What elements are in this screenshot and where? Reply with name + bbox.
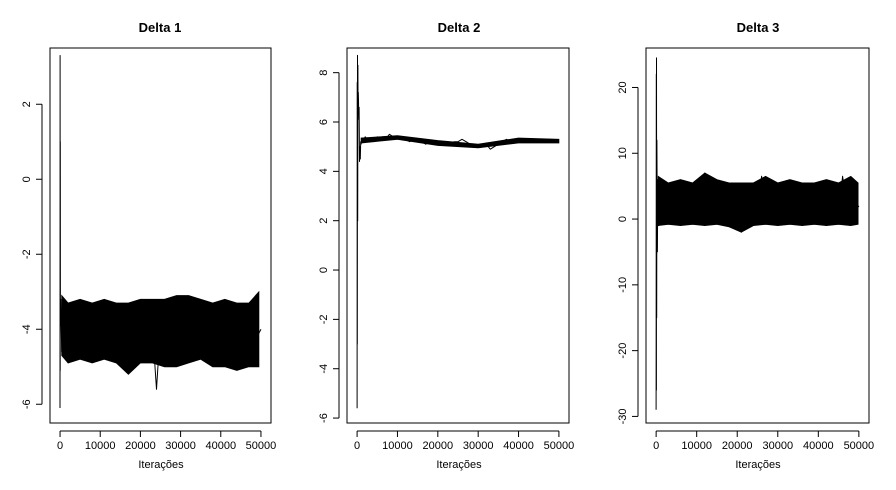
trace-line-1 xyxy=(59,55,262,409)
y-tick-label: -6 xyxy=(318,413,330,423)
x-tick-label: 0 xyxy=(653,440,659,452)
plot-frame xyxy=(49,47,272,424)
x-tick-label: 0 xyxy=(354,440,360,452)
x-tick-label: 50000 xyxy=(544,440,575,452)
y-tick-label: 0 xyxy=(318,267,330,273)
x-tick-label: 10000 xyxy=(681,440,712,452)
x-tick-label: 50000 xyxy=(844,440,875,452)
y-tick-label: 6 xyxy=(318,119,330,125)
x-tick-label: 40000 xyxy=(503,440,534,452)
x-tick-label: 50000 xyxy=(246,440,277,452)
x-axis-label: Iterações xyxy=(735,459,781,471)
y-tick-label: 0 xyxy=(617,216,629,222)
y-tick-label: 4 xyxy=(318,168,330,174)
x-tick-label: 40000 xyxy=(803,440,834,452)
x-tick-label: 30000 xyxy=(165,440,196,452)
trace-band-1 xyxy=(360,135,560,149)
chart-title: Delta 1 xyxy=(139,20,182,35)
y-tick-label: 10 xyxy=(617,147,629,159)
y-tick-label: 0 xyxy=(21,176,33,182)
x-axis-label: Iterações xyxy=(436,459,482,471)
y-tick-label: -4 xyxy=(318,364,330,374)
chart-panel-2: Delta 2 Iterações 0 10000 20000 30000 40000 500… xyxy=(318,20,574,471)
x-tick-label: 10000 xyxy=(382,440,413,452)
x-tick-label: 30000 xyxy=(463,440,494,452)
y-tick-label: -30 xyxy=(617,408,629,424)
y-tick-label: 2 xyxy=(318,218,330,224)
y-tick-label: 2 xyxy=(21,101,33,107)
y-tick-label: -20 xyxy=(617,343,629,359)
y-tick-label: -2 xyxy=(318,314,330,324)
y-tick-label: 8 xyxy=(318,70,330,76)
y-tick-label: 20 xyxy=(617,81,629,93)
x-tick-label: 20000 xyxy=(125,440,156,452)
trace-line-1 xyxy=(356,54,559,409)
y-tick-label: -6 xyxy=(21,399,33,409)
chart-panel-1: Delta 1 Iterações 0 10000 20000 30000 40000 500… xyxy=(21,20,276,471)
chart-panel-3: Delta 3 Iterações 0 10000 20000 30000 40000 500… xyxy=(617,20,874,471)
chart-title: Delta 2 xyxy=(438,20,481,35)
x-tick-label: 30000 xyxy=(762,440,793,452)
x-tick-label: 20000 xyxy=(722,440,753,452)
chart-title: Delta 3 xyxy=(737,20,780,35)
x-tick-label: 20000 xyxy=(423,440,454,452)
x-tick-label: 10000 xyxy=(85,440,116,452)
y-tick-label: -2 xyxy=(21,249,33,259)
plot-frame xyxy=(645,47,870,424)
y-tick-label: -10 xyxy=(617,277,629,293)
y-tick-label: -4 xyxy=(21,324,33,334)
x-tick-label: 0 xyxy=(57,440,63,452)
x-axis-label: Iterações xyxy=(138,459,184,471)
plot-frame xyxy=(346,47,570,424)
trace-line-1 xyxy=(655,57,860,410)
x-tick-label: 40000 xyxy=(205,440,236,452)
